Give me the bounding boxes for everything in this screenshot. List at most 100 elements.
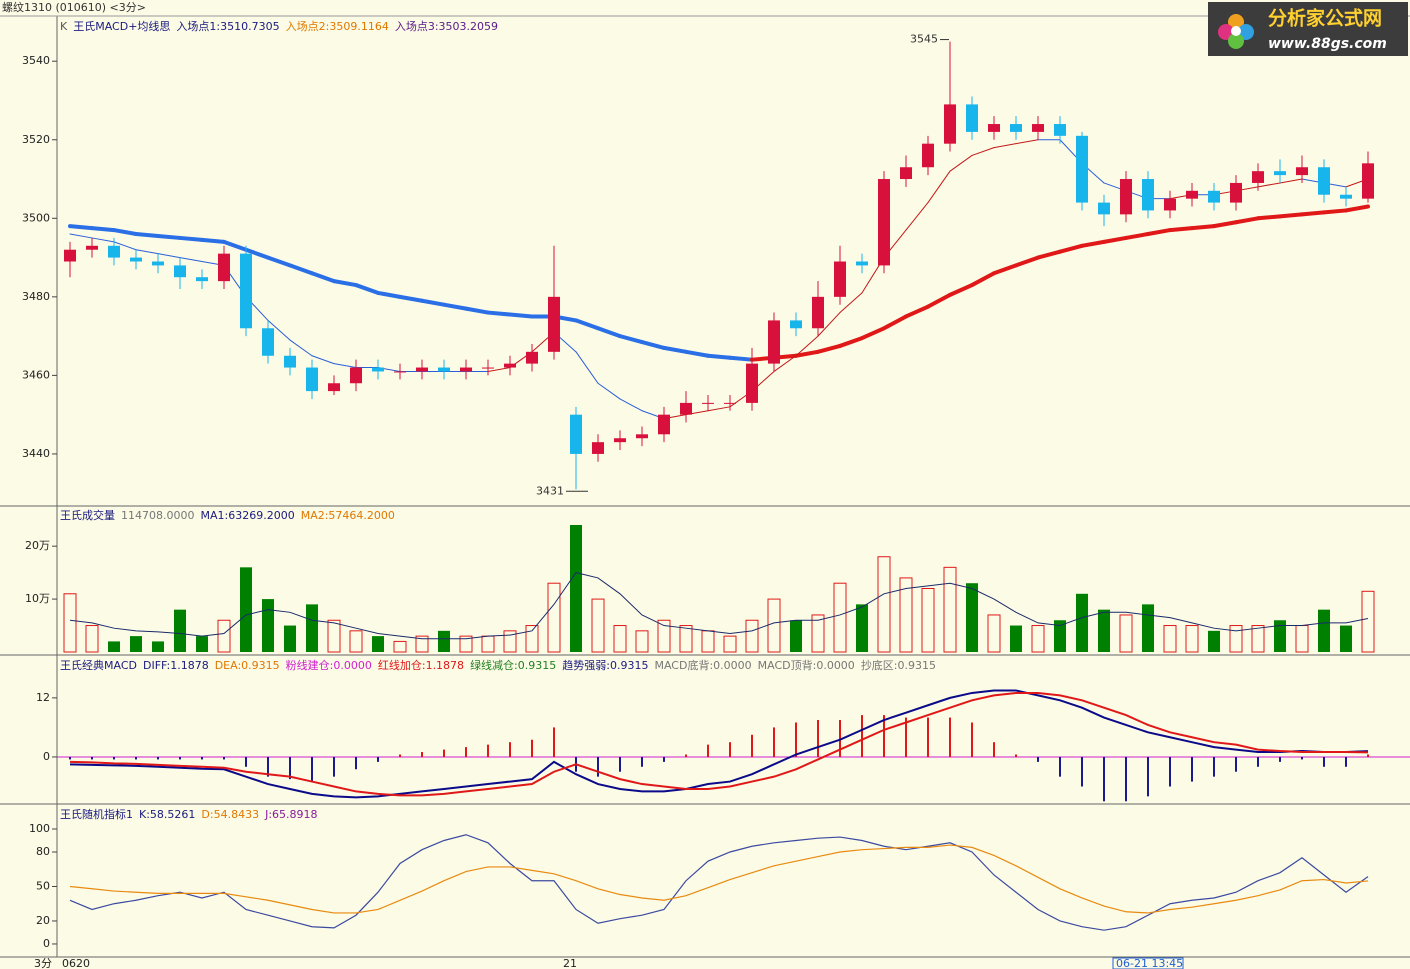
- moving-average: [993, 143, 1017, 149]
- volume-bar: [899, 577, 913, 653]
- y-tick-label: 50: [36, 879, 50, 892]
- legend-item: 王氏经典MACD: [60, 658, 137, 672]
- y-tick-label: 0: [43, 750, 50, 763]
- moving-average: [662, 345, 688, 354]
- y-tick-label: 3460: [22, 368, 50, 381]
- volume-bar: [240, 567, 252, 652]
- volume-bar: [525, 625, 539, 653]
- legend-item: 绿线减仓:0.9315: [470, 658, 556, 672]
- candle-body: [878, 179, 890, 266]
- moving-average: [354, 283, 380, 295]
- legend: 王氏成交量 114708.0000 MA1:63269.2000 MA2:57464.…: [60, 508, 395, 522]
- moving-average: [1322, 208, 1348, 215]
- candle-body: [108, 245, 120, 258]
- candle-body: [372, 367, 384, 372]
- moving-average: [1124, 232, 1150, 240]
- moving-average: [619, 398, 643, 412]
- candle-body: [702, 402, 714, 404]
- volume-bar: [1098, 609, 1110, 652]
- legend-item: 入场点3:3503.2059: [395, 19, 498, 33]
- legend-item: DEA:0.9315: [215, 659, 280, 672]
- moving-average: [905, 202, 929, 231]
- candle-body: [1362, 163, 1374, 199]
- moving-average: [795, 335, 819, 357]
- volume-bar: [856, 604, 868, 652]
- moving-average: [200, 237, 226, 244]
- moving-average: [222, 239, 248, 252]
- candle-body: [262, 328, 274, 356]
- candle-body: [1208, 190, 1220, 203]
- moving-average: [1102, 235, 1128, 244]
- candle-body: [592, 442, 604, 454]
- candle-body: [1296, 167, 1308, 176]
- volume-bar: [1340, 625, 1352, 652]
- legend-item: D:54.8433: [201, 808, 259, 821]
- logo-petal: [1228, 33, 1244, 49]
- moving-average: [442, 302, 468, 311]
- candle-body: [768, 320, 780, 364]
- moving-average: [1015, 139, 1039, 145]
- candle-body: [988, 124, 1000, 132]
- legend-item: MA2:57464.2000: [301, 509, 395, 522]
- volume-bar: [503, 630, 517, 653]
- annotation: 3545: [910, 33, 938, 46]
- legend-item: MACD底背:0.0000: [654, 658, 751, 672]
- candle-body: [636, 434, 648, 439]
- candle-body: [196, 277, 208, 282]
- y-tick-label: 3480: [22, 290, 50, 303]
- candle-body: [1186, 190, 1198, 199]
- volume-bar: [966, 583, 978, 652]
- moving-average: [68, 224, 94, 231]
- candle-body: [570, 414, 582, 454]
- volume-bar: [152, 641, 164, 652]
- candle-body: [1340, 194, 1352, 199]
- candle-body: [614, 438, 626, 443]
- legend-item: 抄底区:0.9315: [861, 658, 936, 672]
- y-tick-label: 20万: [25, 539, 50, 552]
- candle-body: [1010, 124, 1022, 132]
- legend-item: DIFF:1.1878: [143, 659, 209, 672]
- candle-body: [174, 265, 186, 278]
- candle-body: [856, 261, 868, 266]
- volume-bar: [877, 556, 891, 653]
- legend-item: 入场点1:3510.7305: [176, 19, 279, 33]
- x-tick-label: 21: [563, 957, 577, 969]
- y-tick-label: 0: [43, 937, 50, 950]
- y-tick-label: 20: [36, 914, 50, 927]
- candle-body: [658, 414, 670, 435]
- y-tick-label: 10万: [25, 592, 50, 605]
- volume-bar: [130, 636, 142, 652]
- volume-bar: [1119, 614, 1133, 653]
- legend-item: 红线加仓:1.1878: [378, 658, 464, 672]
- moving-average: [728, 355, 754, 362]
- moving-average: [487, 367, 511, 372]
- y-tick-label: 3520: [22, 133, 50, 146]
- candle-body: [790, 320, 802, 329]
- candle-body: [1252, 171, 1264, 183]
- moving-average: [1257, 182, 1281, 188]
- moving-average: [333, 363, 357, 369]
- moving-average: [971, 147, 995, 156]
- candle-body: [438, 367, 450, 372]
- candle-body: [394, 371, 406, 373]
- kdj-line: [69, 844, 1369, 914]
- moving-average: [178, 235, 204, 242]
- legend-item: 王氏随机指标1: [60, 807, 133, 821]
- moving-average: [816, 343, 842, 354]
- candle-body: [1142, 179, 1154, 211]
- candle-body: [1230, 182, 1242, 203]
- candle-body: [86, 245, 98, 250]
- candle-body: [240, 253, 252, 329]
- y-tick-label: 100: [29, 822, 50, 835]
- volume-bar: [1361, 590, 1375, 653]
- candle-body: [1076, 135, 1088, 203]
- candle-body: [1164, 198, 1176, 211]
- volume-bar: [745, 619, 759, 653]
- volume-bar: [85, 625, 99, 653]
- candle-body: [482, 367, 494, 369]
- moving-average: [1036, 249, 1062, 260]
- volume-bar: [811, 614, 825, 653]
- logo-petal: [1228, 14, 1244, 30]
- legend: 王氏随机指标1 K:58.5261 D:54.8433 J:65.8918: [60, 807, 318, 821]
